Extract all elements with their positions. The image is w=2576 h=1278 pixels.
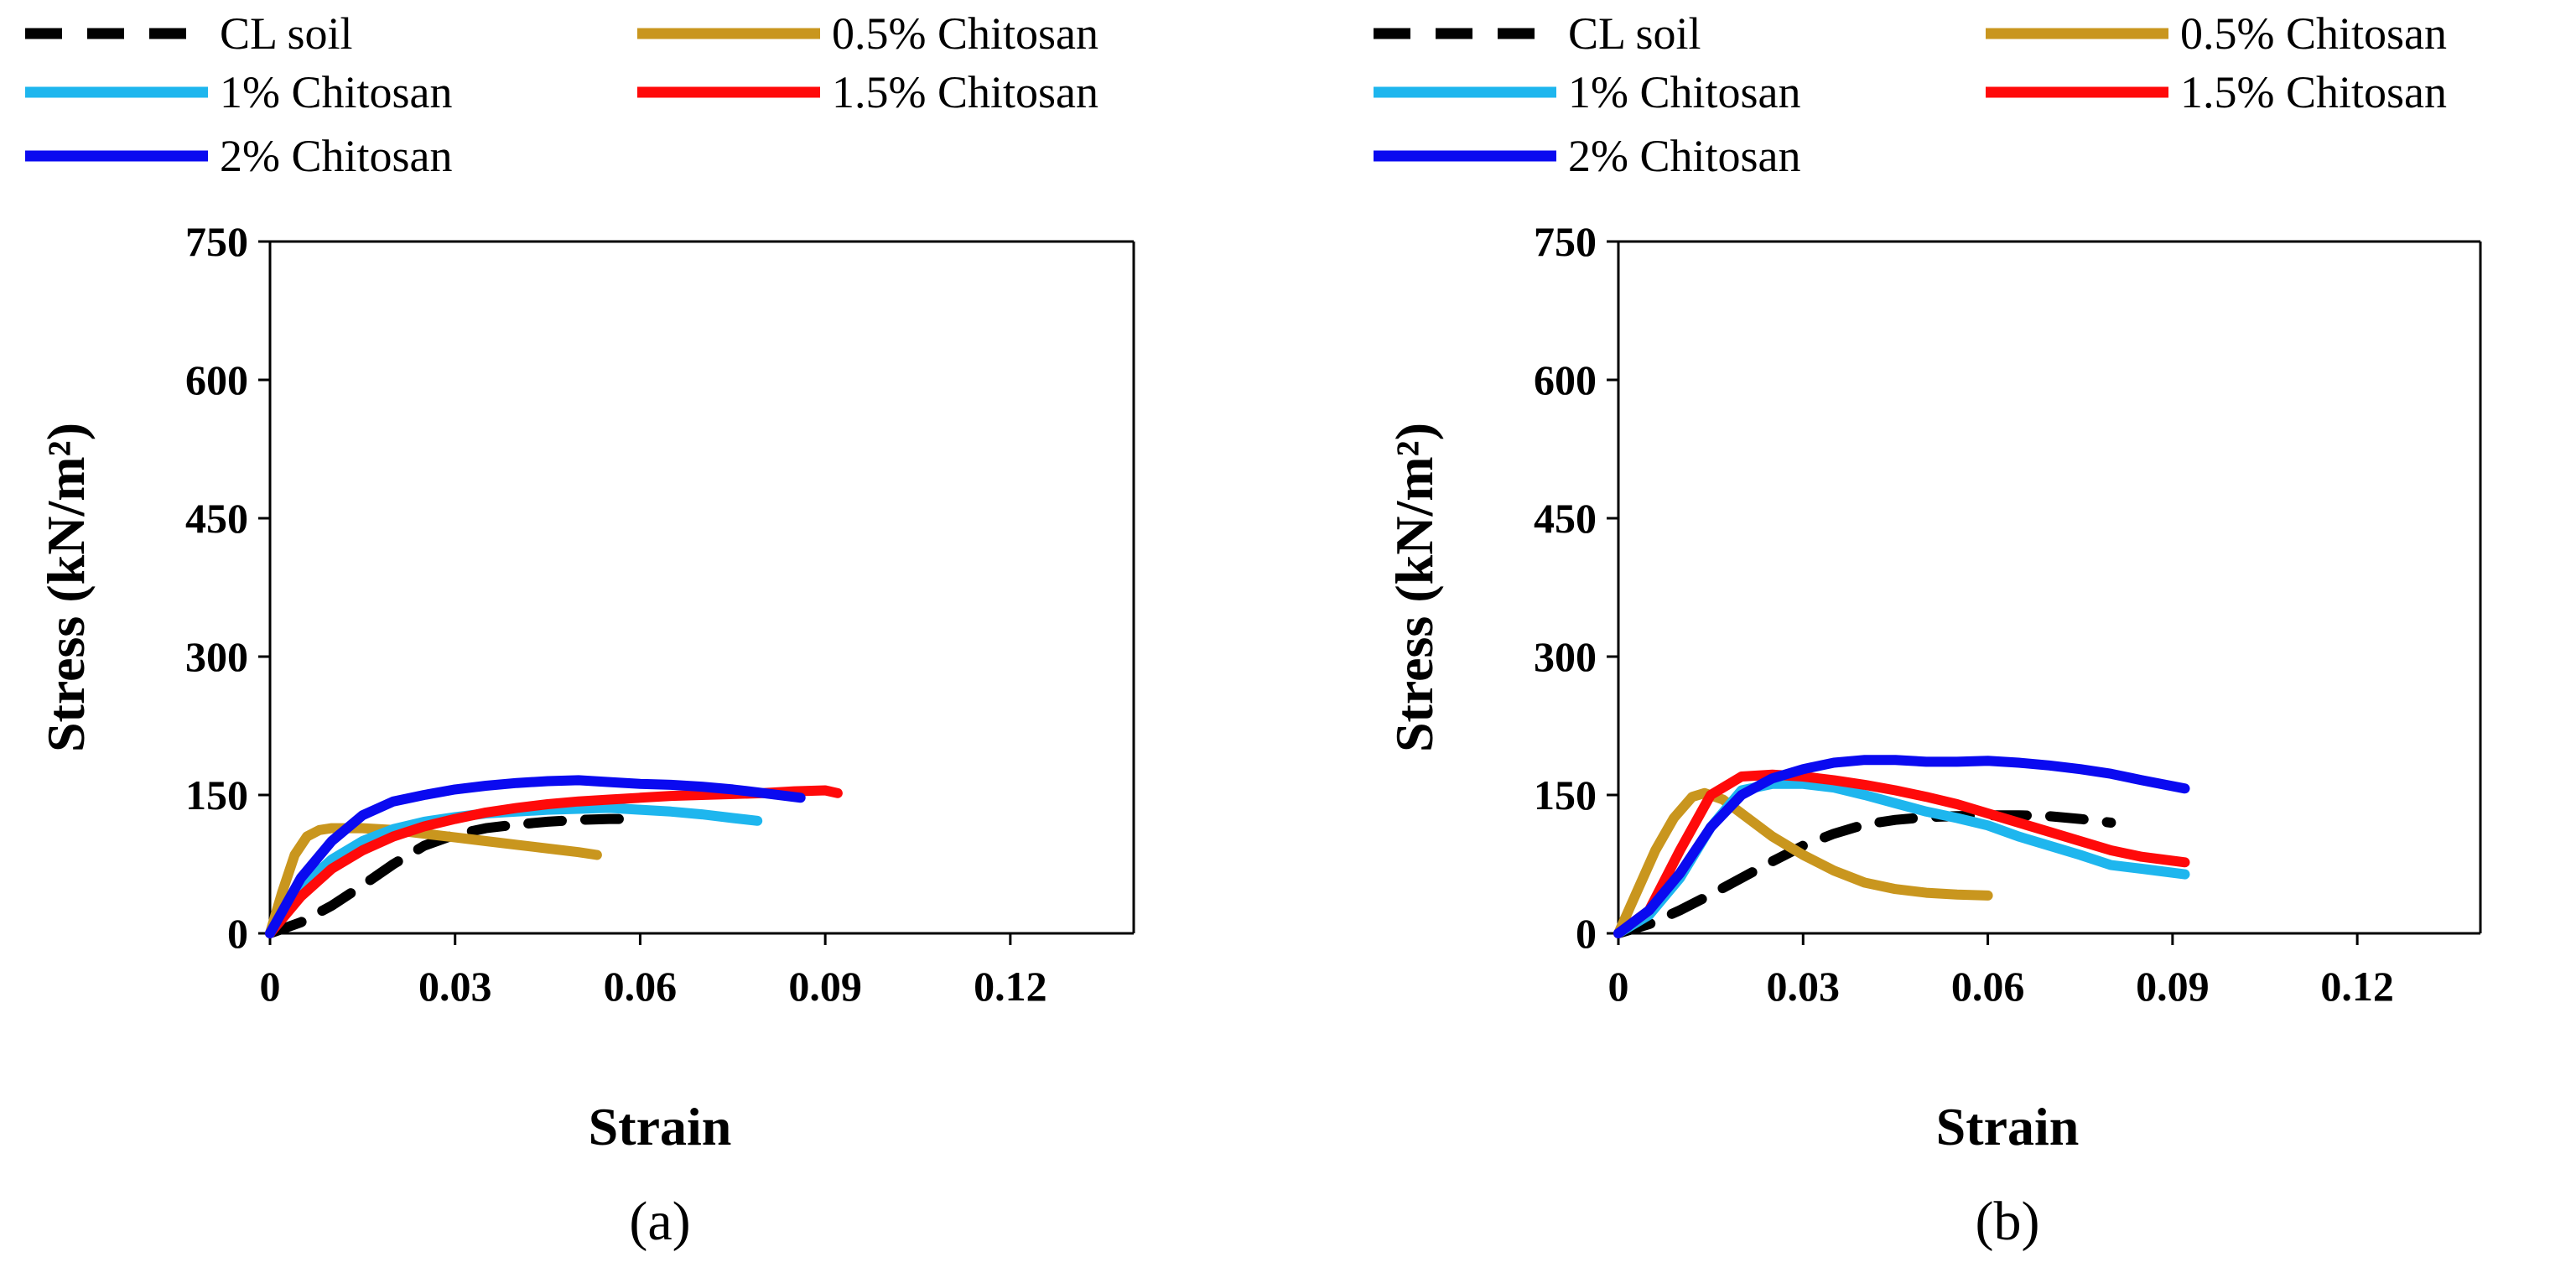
legend-item: 2% Chitosan bbox=[1374, 131, 1801, 181]
panel-label: (a) bbox=[629, 1191, 690, 1252]
legend: CL soil 0.5% Chitosan 1% Chitosan 1.5% Chit… bbox=[1374, 8, 2447, 181]
y-tick-label: 0 bbox=[1576, 910, 1597, 957]
x-tick-label: 0 bbox=[1608, 963, 1629, 1010]
legend-item: 1.5% Chitosan bbox=[1986, 67, 2447, 117]
x-tick-label: 0.06 bbox=[1951, 963, 2025, 1010]
panel-label: (b) bbox=[1976, 1191, 2040, 1252]
series-line-cl-soil bbox=[1613, 810, 2116, 938]
x-tick-label: 0.09 bbox=[2136, 963, 2210, 1010]
y-axis-label: Stress (kN/m²) bbox=[36, 423, 96, 752]
series-line-2-chitosan bbox=[265, 775, 806, 938]
legend-label: CL soil bbox=[220, 8, 353, 59]
y-tick-label: 150 bbox=[1534, 771, 1597, 818]
legend-label: 1.5% Chitosan bbox=[2180, 67, 2447, 117]
legend-item: 1% Chitosan bbox=[1374, 67, 1801, 117]
axes: 0 150 300 450 600 750 0 0.03 0.06 0.09 0.12 bbox=[1534, 218, 2482, 1010]
legend-label: 0.5% Chitosan bbox=[2180, 8, 2447, 59]
legend-label: 0.5% Chitosan bbox=[832, 8, 1098, 59]
legend-label: 1% Chitosan bbox=[220, 67, 453, 117]
legend-label: 1.5% Chitosan bbox=[832, 67, 1098, 117]
legend-item: CL soil bbox=[1374, 8, 1701, 59]
legend-label: 2% Chitosan bbox=[1568, 131, 1801, 181]
x-tick-label: 0.12 bbox=[2320, 963, 2394, 1010]
y-axis-label: Stress (kN/m²) bbox=[1384, 423, 1444, 752]
y-tick-label: 600 bbox=[1534, 356, 1597, 403]
y-tick-label: 450 bbox=[1534, 495, 1597, 542]
x-axis-label: Strain bbox=[1936, 1097, 2080, 1156]
x-tick-label: 0.06 bbox=[604, 963, 678, 1010]
y-tick-label: 450 bbox=[185, 495, 248, 542]
legend-label: CL soil bbox=[1568, 8, 1701, 59]
legend-item: 1.5% Chitosan bbox=[637, 67, 1098, 117]
y-tick-label: 750 bbox=[185, 218, 248, 265]
legend-label: 2% Chitosan bbox=[220, 131, 453, 181]
series-line-0-5-chitosan bbox=[1613, 787, 1993, 938]
y-tick-label: 300 bbox=[185, 633, 248, 680]
series-line-2-chitosan bbox=[1613, 755, 2190, 938]
series-group bbox=[265, 775, 843, 938]
legend-label: 1% Chitosan bbox=[1568, 67, 1801, 117]
legend-item: 0.5% Chitosan bbox=[1986, 8, 2447, 59]
series-group bbox=[1613, 755, 2190, 938]
x-tick-label: 0.03 bbox=[418, 963, 492, 1010]
y-tick-label: 300 bbox=[1534, 633, 1597, 680]
x-tick-label: 0 bbox=[260, 963, 281, 1010]
y-tick-label: 0 bbox=[227, 910, 248, 957]
y-tick-label: 600 bbox=[185, 356, 248, 403]
legend: CL soil 0.5% Chitosan 1% Chitosan 1.5% Chit… bbox=[25, 8, 1098, 181]
x-tick-label: 0.12 bbox=[974, 963, 1047, 1010]
y-tick-label: 150 bbox=[185, 771, 248, 818]
axes: 0 150 300 450 600 750 0 0.03 0.06 0.09 0.12 bbox=[185, 218, 1135, 1010]
legend-item: CL soil bbox=[25, 8, 353, 59]
chart-panel-b: CL soil 0.5% Chitosan 1% Chitosan 1.5% Chit… bbox=[1374, 8, 2482, 1252]
x-tick-label: 0.03 bbox=[1767, 963, 1841, 1010]
chart-panel-a: CL soil 0.5% Chitosan 1% Chitosan 1.5% Chit… bbox=[25, 8, 1135, 1252]
series-line-1-5-chitosan bbox=[1613, 769, 2190, 938]
legend-item: 2% Chitosan bbox=[25, 131, 453, 181]
x-axis-label: Strain bbox=[589, 1097, 732, 1156]
x-tick-label: 0.09 bbox=[788, 963, 862, 1010]
legend-item: 0.5% Chitosan bbox=[637, 8, 1098, 59]
legend-item: 1% Chitosan bbox=[25, 67, 453, 117]
series-line-cl-soil bbox=[265, 813, 646, 938]
y-tick-label: 750 bbox=[1534, 218, 1597, 265]
